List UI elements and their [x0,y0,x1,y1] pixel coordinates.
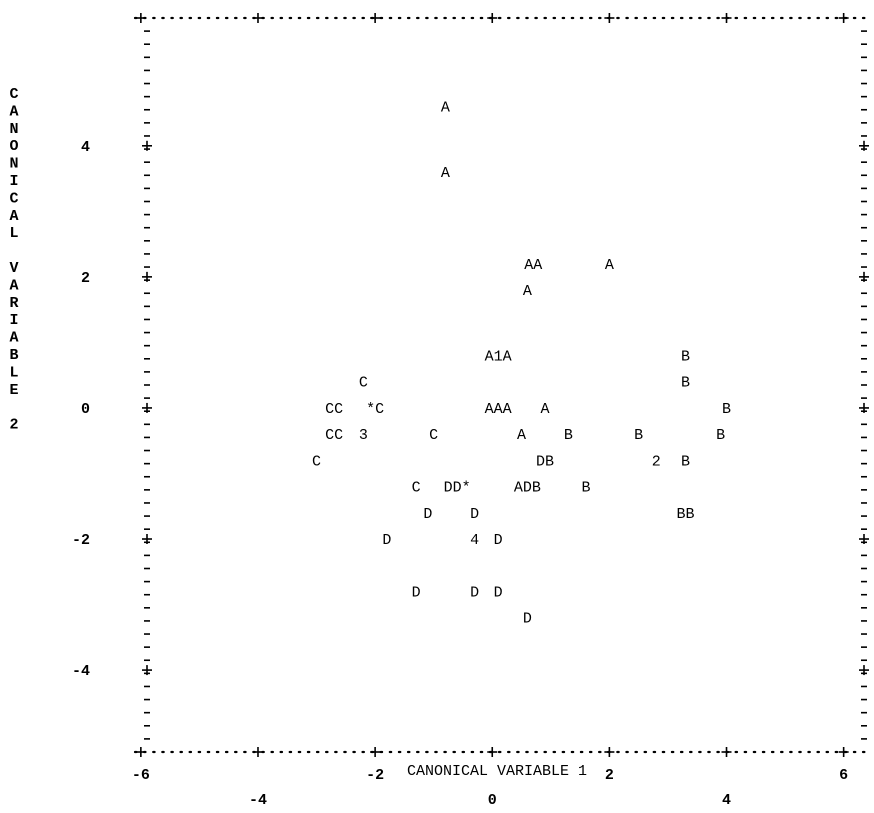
data-point: A [441,99,450,116]
data-point: D [470,506,479,523]
y-tick-label: 2 [81,270,90,287]
data-point: D [494,584,503,601]
data-point: AA [524,257,542,274]
x-axis-title: CANONICAL VARIABLE 1 [407,763,587,780]
y-axis-title-letter: R [9,295,18,312]
data-point: A [523,283,532,300]
y-axis-title-letter: N [9,156,18,173]
data-point: 4 [470,532,479,549]
x-tick-label: -4 [249,792,267,809]
plot-frame [133,16,872,754]
data-point: A [540,401,549,418]
y-axis-title-letter: A [9,103,18,120]
y-axis-title-letter: A [9,330,18,347]
x-axis-ticks: -6 -4 -2 0 2 4 6 [132,13,849,809]
data-point: C [359,375,368,392]
y-axis-title-letter: I [9,173,18,190]
data-point: C [412,480,421,497]
y-axis-title-letter: A [9,277,18,294]
data-point: 2 [652,453,661,470]
data-point: *C [366,401,384,418]
x-tick-label: -6 [132,767,150,784]
x-tick-label: 4 [722,792,731,809]
data-point: D [382,532,391,549]
y-axis-ticks: 4 2 0 -2 -4 [72,139,869,680]
x-tick-label: -2 [366,767,384,784]
y-tick-label: -2 [72,532,90,549]
data-point: D [494,532,503,549]
data-point: A [517,427,526,444]
data-point: C [312,453,321,470]
data-point: B [681,453,690,470]
x-tick-label: 6 [839,767,848,784]
x-tick-label: 0 [488,792,497,809]
y-axis-title-letter: N [9,121,18,138]
data-point: D [470,584,479,601]
x-tick-label: 2 [605,767,614,784]
y-axis-title-letter: 2 [9,417,18,434]
y-axis-title-letter: B [9,347,18,364]
y-axis-title-letter: C [9,86,18,103]
y-tick-label: 4 [81,139,90,156]
data-point: D [423,506,432,523]
data-point: B [634,427,643,444]
y-axis-title-letter: O [9,138,18,155]
data-point: D [523,611,532,628]
y-tick-label: -4 [72,663,90,680]
y-axis-title-letter: V [9,260,18,277]
data-point: A [441,165,450,182]
y-axis-title-letter: L [9,364,18,381]
data-point: DD* [444,480,471,497]
y-axis-title-letter: A [9,208,18,225]
y-axis-title-letter: C [9,190,18,207]
data-point: CC [325,427,343,444]
data-point: CC [325,401,343,418]
data-point: B [681,349,690,366]
data-point: B [564,427,573,444]
y-axis-title-letter: L [9,225,18,242]
data-point: D [412,584,421,601]
data-point: AAA [485,401,512,418]
data-point: A1A [485,349,512,366]
data-point: A [605,257,614,274]
y-axis-title-letter: E [9,382,18,399]
data-point: BB [677,506,695,523]
data-point: DB [536,453,554,470]
data-point: B [581,480,590,497]
y-tick-label: 0 [81,401,90,418]
data-point: B [681,375,690,392]
data-point: C [429,427,438,444]
y-axis-title-letter: I [9,312,18,329]
data-point: B [716,427,725,444]
data-point: 3 [359,427,368,444]
data-point: B [722,401,731,418]
data-point: ADB [514,480,541,497]
